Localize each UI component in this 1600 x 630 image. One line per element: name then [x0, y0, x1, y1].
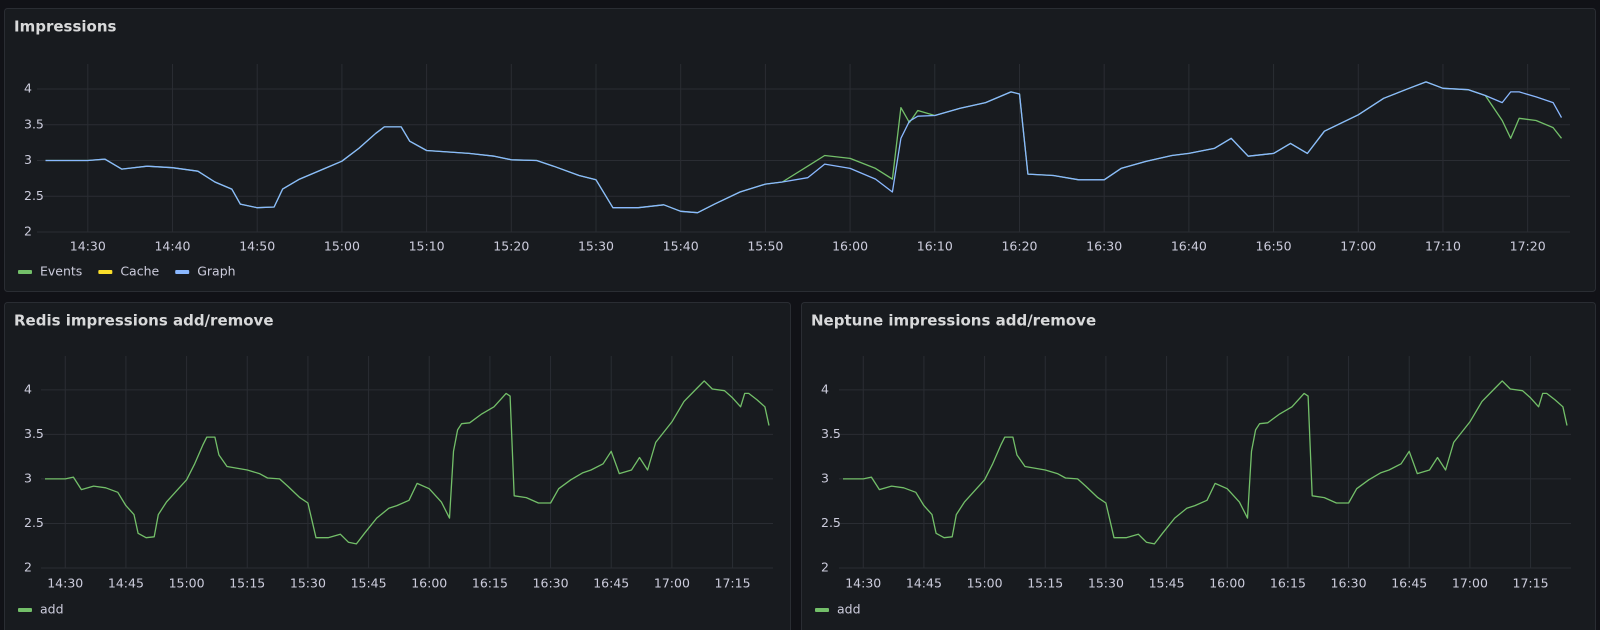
y-tick-label: 3.5 — [821, 426, 841, 441]
legend-swatch — [815, 608, 829, 612]
y-tick-label: 3 — [821, 470, 829, 485]
x-tick-label: 14:50 — [239, 239, 275, 254]
x-tick-label: 17:15 — [715, 576, 751, 591]
series-line — [45, 380, 770, 545]
x-tick-label: 15:30 — [290, 576, 326, 591]
x-tick-label: 16:00 — [1209, 576, 1245, 591]
legend-label: Events — [40, 264, 82, 279]
y-tick-label: 3 — [24, 152, 32, 167]
series-line — [843, 380, 1568, 545]
x-tick-label: 16:15 — [1270, 576, 1306, 591]
x-tick-label: 16:45 — [1391, 576, 1427, 591]
y-tick-label: 4 — [24, 81, 32, 96]
x-tick-label: 16:30 — [1086, 239, 1122, 254]
x-tick-label: 16:50 — [1256, 239, 1292, 254]
panel-title: Impressions — [14, 18, 117, 36]
y-tick-label: 2 — [24, 224, 32, 239]
x-tick-label: 15:15 — [1027, 576, 1063, 591]
x-tick-label: 15:50 — [747, 239, 783, 254]
x-tick-label: 17:00 — [1340, 239, 1376, 254]
y-tick-label: 3.5 — [24, 426, 44, 441]
legend-swatch — [18, 608, 32, 612]
x-tick-label: 16:45 — [593, 576, 629, 591]
x-tick-label: 16:15 — [472, 576, 508, 591]
y-tick-label: 3 — [24, 470, 32, 485]
legend-label: add — [837, 602, 861, 617]
x-tick-label: 15:15 — [229, 576, 265, 591]
x-tick-label: 16:30 — [533, 576, 569, 591]
x-tick-label: 17:00 — [654, 576, 690, 591]
y-tick-label: 3.5 — [24, 116, 44, 131]
x-tick-label: 15:45 — [1149, 576, 1185, 591]
x-tick-label: 16:10 — [917, 239, 953, 254]
y-tick-label: 4 — [24, 381, 32, 396]
legend-label: Graph — [197, 264, 235, 279]
x-tick-label: 15:10 — [409, 239, 445, 254]
x-tick-label: 14:45 — [108, 576, 144, 591]
x-tick-label: 17:15 — [1513, 576, 1549, 591]
x-tick-label: 14:30 — [47, 576, 83, 591]
x-tick-label: 14:30 — [70, 239, 106, 254]
y-tick-label: 2.5 — [24, 515, 44, 530]
legend-swatch — [18, 270, 32, 274]
x-tick-label: 16:20 — [1001, 239, 1037, 254]
x-tick-label: 15:30 — [1088, 576, 1124, 591]
x-tick-label: 16:30 — [1331, 576, 1367, 591]
x-tick-label: 15:20 — [493, 239, 529, 254]
y-tick-label: 2 — [821, 560, 829, 575]
legend-swatch — [175, 270, 190, 274]
x-tick-label: 15:00 — [324, 239, 360, 254]
x-tick-label: 15:00 — [967, 576, 1003, 591]
y-tick-label: 2.5 — [821, 515, 841, 530]
panel-title: Redis impressions add/remove — [14, 312, 274, 330]
x-tick-label: 14:40 — [154, 239, 190, 254]
x-tick-label: 15:45 — [351, 576, 387, 591]
panel-title: Neptune impressions add/remove — [811, 312, 1096, 330]
x-tick-label: 16:00 — [411, 576, 447, 591]
panel — [801, 302, 1596, 630]
x-tick-label: 15:00 — [169, 576, 205, 591]
x-tick-label: 17:00 — [1452, 576, 1488, 591]
x-tick-label: 15:40 — [663, 239, 699, 254]
y-tick-label: 2 — [24, 560, 32, 575]
x-tick-label: 14:30 — [845, 576, 881, 591]
y-tick-label: 2.5 — [24, 188, 44, 203]
x-tick-label: 16:00 — [832, 239, 868, 254]
x-tick-label: 14:45 — [906, 576, 942, 591]
x-tick-label: 17:20 — [1510, 239, 1546, 254]
x-tick-label: 16:40 — [1171, 239, 1207, 254]
panel — [4, 302, 791, 630]
panel — [4, 8, 1596, 292]
x-tick-label: 15:30 — [578, 239, 614, 254]
y-tick-label: 4 — [821, 381, 829, 396]
legend-label: Cache — [120, 264, 159, 279]
legend-label: add — [40, 602, 64, 617]
legend-swatch — [98, 270, 113, 274]
x-tick-label: 17:10 — [1425, 239, 1461, 254]
series-line — [45, 81, 1563, 214]
